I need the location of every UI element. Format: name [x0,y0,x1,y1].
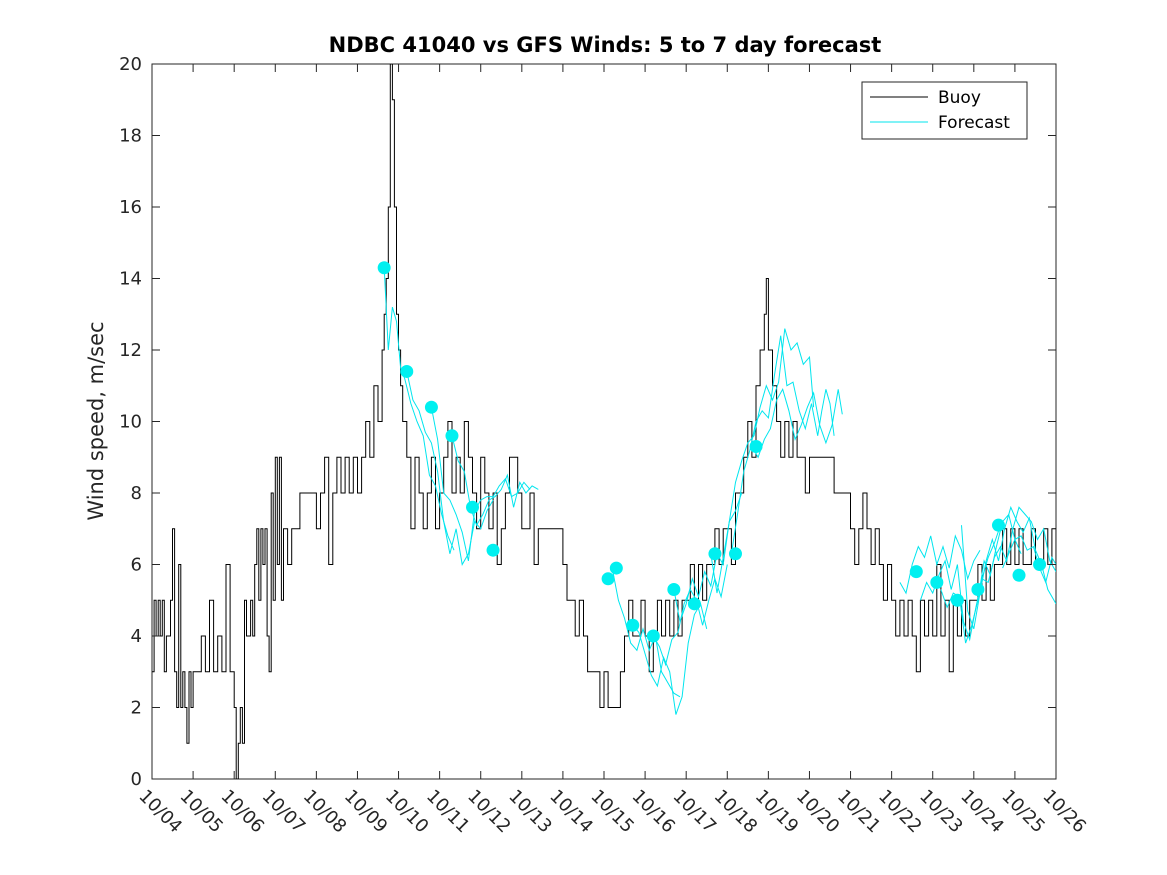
forecast-series-line [406,371,494,566]
forecast-marker [466,500,480,514]
forecast-series-line [919,525,1001,642]
forecast-marker [609,561,623,575]
forecast-series-line [961,505,1056,630]
chart-title: NDBC 41040 vs GFS Winds: 5 to 7 day fore… [329,33,882,57]
legend-box [861,81,1028,140]
legend-forecast-label: Forecast [938,113,1010,133]
forecast-series-line [632,602,708,715]
forecast-series-line [430,407,531,562]
forecast-series-line [940,513,1022,644]
forecast-marker [749,440,763,454]
forecast-marker [1012,568,1026,582]
forecast-marker [377,261,391,275]
forecast-marker [909,565,923,579]
forecast-marker [991,518,1005,532]
marker-layer [377,261,1047,643]
forecast-marker [667,583,681,597]
y-tick-label: 12 [119,340,142,361]
forecast-marker [601,572,615,586]
buoy-series-line [152,64,1056,779]
y-tick-label: 16 [119,197,142,218]
forecast-series-line [751,388,843,459]
y-tick-label: 6 [131,555,142,576]
forecast-marker [646,629,660,643]
forecast-marker [687,597,701,611]
forecast-series-line [710,328,815,594]
y-tick-label: 0 [131,769,142,790]
series-layer [152,64,1056,779]
y-axis-label: Wind speed, m/sec [84,321,108,520]
forecast-marker [486,543,500,557]
forecast-marker [400,364,414,378]
forecast-series-line [899,534,981,595]
forecast-marker [930,575,944,589]
y-tick-label: 20 [119,54,142,75]
forecast-series-line [383,267,455,551]
forecast-marker [445,429,459,443]
legend-buoy-label: Buoy [938,88,981,108]
y-tick-label: 14 [119,269,142,290]
y-tick-label: 18 [119,126,142,147]
forecast-marker [728,547,742,561]
forecast-series-line [673,492,743,624]
forecast-marker [424,400,438,414]
y-tick-label: 4 [131,626,142,647]
y-tick-label: 10 [119,412,142,433]
forecast-marker [708,547,722,561]
y-tick-label: 8 [131,483,142,504]
forecast-series-line [611,568,681,698]
legend: Buoy Forecast [861,81,1028,140]
forecast-series-line [1002,535,1056,584]
forecast-marker [1033,558,1047,571]
forecast-series-line [451,435,539,527]
forecast-series-line [981,506,1056,584]
y-axis: 0 2 4 6 8 10 12 14 16 18 20 [119,54,1056,790]
forecast-marker [950,593,964,607]
forecast-marker [626,618,640,632]
plot-frame [151,63,1057,780]
forecast-series-line [730,335,835,554]
y-tick-label: 2 [131,698,142,719]
forecast-marker [971,583,985,597]
